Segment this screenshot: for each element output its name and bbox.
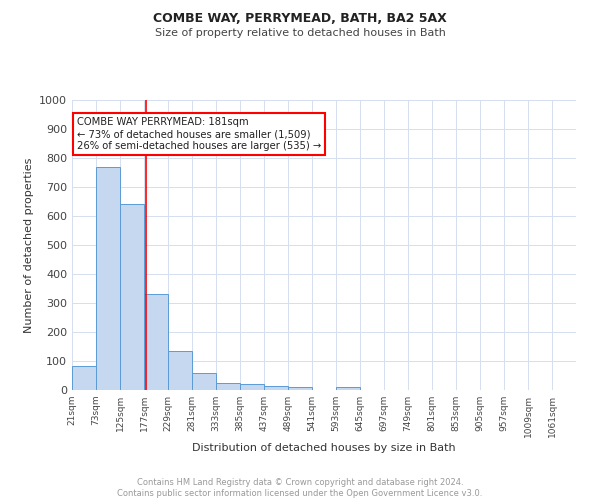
Text: Size of property relative to detached houses in Bath: Size of property relative to detached ho… <box>155 28 445 38</box>
Text: COMBE WAY, PERRYMEAD, BATH, BA2 5AX: COMBE WAY, PERRYMEAD, BATH, BA2 5AX <box>153 12 447 26</box>
Bar <box>96 166 120 390</box>
X-axis label: Distribution of detached houses by size in Bath: Distribution of detached houses by size … <box>192 442 456 452</box>
Bar <box>336 387 360 390</box>
Y-axis label: Number of detached properties: Number of detached properties <box>23 158 34 332</box>
Bar <box>144 294 168 390</box>
Bar <box>216 383 240 390</box>
Bar <box>72 366 96 390</box>
Text: Contains HM Land Registry data © Crown copyright and database right 2024.
Contai: Contains HM Land Registry data © Crown c… <box>118 478 482 498</box>
Bar <box>168 352 192 390</box>
Bar <box>288 387 312 390</box>
Text: COMBE WAY PERRYMEAD: 181sqm
← 73% of detached houses are smaller (1,509)
26% of : COMBE WAY PERRYMEAD: 181sqm ← 73% of det… <box>77 118 321 150</box>
Bar <box>264 386 288 390</box>
Bar <box>120 204 144 390</box>
Bar <box>192 372 216 390</box>
Bar <box>240 384 264 390</box>
